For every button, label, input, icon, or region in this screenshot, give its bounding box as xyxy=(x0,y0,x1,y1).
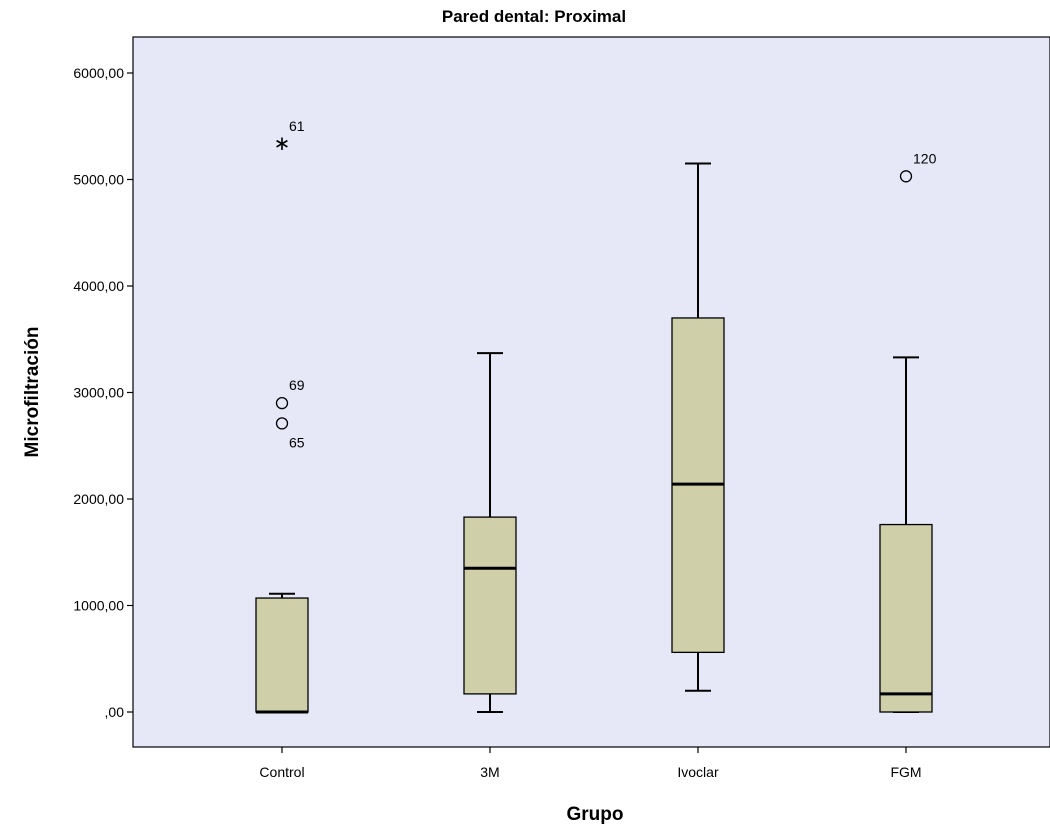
y-tick-label: 6000,00 xyxy=(73,65,124,81)
box-group-fgm: 120 xyxy=(879,150,937,713)
x-tick-label: Ivoclar xyxy=(677,764,719,780)
y-axis-title: Microfiltración xyxy=(22,327,43,458)
outlier-marker xyxy=(899,170,913,183)
y-axis: ,00 1000,00 2000,00 3000,00 4000,00 5000,00 60… xyxy=(73,65,133,720)
y-tick-label: 5000,00 xyxy=(73,172,124,188)
x-tick-label: 3M xyxy=(480,764,499,780)
box-iqr xyxy=(879,523,933,713)
x-tick-label: Control xyxy=(259,764,304,780)
box-group-control: 65 69 ∗61 xyxy=(255,118,309,714)
box-group-3m xyxy=(463,352,517,713)
y-tick-label: ,00 xyxy=(105,704,125,720)
box-iqr xyxy=(463,516,517,695)
boxes-layer: 65 69 ∗61 120 xyxy=(255,118,937,714)
box-group-ivoclar xyxy=(671,162,725,692)
outlier-label: 69 xyxy=(289,377,305,393)
chart-title: Pared dental: Proximal xyxy=(442,7,626,26)
outlier-marker xyxy=(275,396,289,410)
outlier-label: 65 xyxy=(289,434,305,450)
x-tick-label: FGM xyxy=(890,764,921,780)
outlier-label: 61 xyxy=(289,118,305,134)
y-tick-label: 3000,00 xyxy=(73,385,124,401)
y-tick-label: 1000,00 xyxy=(73,598,124,614)
x-axis-title: Grupo xyxy=(567,804,624,825)
box-iqr xyxy=(255,597,309,713)
extreme-outlier-marker: ∗ xyxy=(274,131,291,155)
y-tick-label: 4000,00 xyxy=(73,278,124,294)
outlier-marker xyxy=(275,417,289,430)
outlier-label: 120 xyxy=(913,150,937,166)
y-tick-label: 2000,00 xyxy=(73,491,124,507)
x-axis: Control 3M Ivoclar FGM xyxy=(259,747,922,780)
